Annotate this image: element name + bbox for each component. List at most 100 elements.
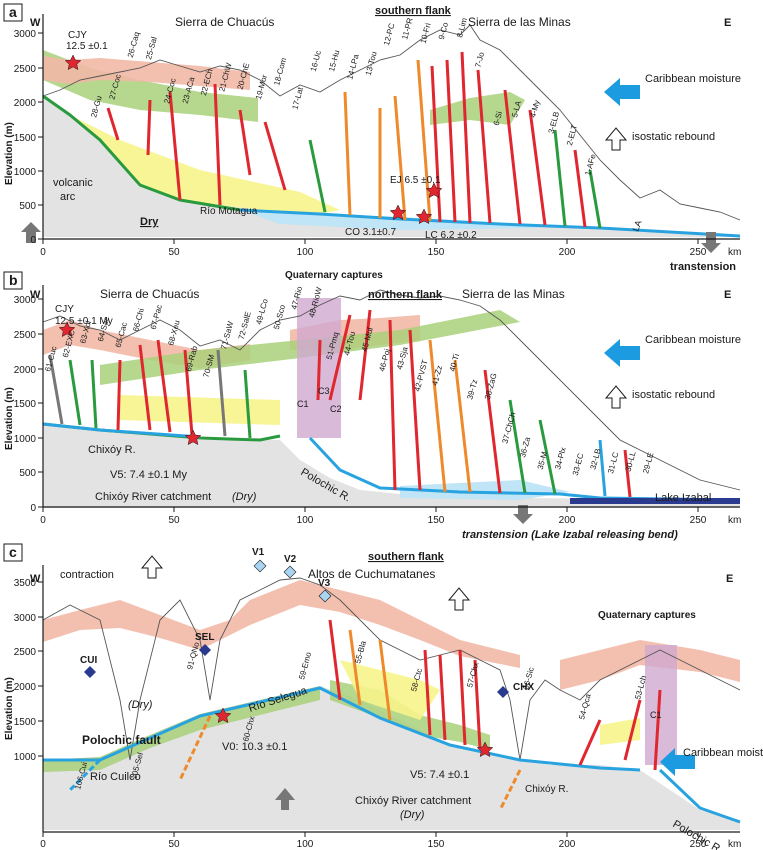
catchment-label: Chixóy River catchment (355, 795, 471, 807)
dry-label: (Dry) (128, 699, 153, 711)
sample-label: 1-AFe (583, 153, 597, 177)
sample-label: 13-Tou (364, 51, 379, 77)
sample-label: 55-Bla (353, 639, 368, 664)
sample-label: 3-ELB (547, 111, 561, 135)
ground-area (43, 424, 740, 508)
sample-label: 16-Uc (309, 50, 323, 73)
east-label: E (724, 289, 731, 301)
date-co: CO 3.1±0.7 (345, 227, 397, 238)
chixoy-river-label: Chixóy R. (525, 784, 568, 795)
star-ej (425, 182, 443, 199)
y-tick-label: 2000 (14, 98, 37, 109)
x-ticks-b (42, 507, 699, 512)
star-v5 (476, 741, 494, 758)
water-area (400, 480, 570, 500)
dry-label: Dry (140, 216, 159, 228)
flank-label: southern flank (368, 551, 445, 563)
transtension-label: transtension (Lake Izabal releasing bend… (462, 529, 678, 541)
green-band-right (430, 92, 525, 125)
y-tick-label: 1000 (14, 434, 37, 445)
date-ej: EJ 6.5 ±0.1 (390, 175, 441, 186)
uplift-arrow (21, 222, 41, 243)
contraction-label: contraction (60, 569, 114, 581)
station-cui-marker (84, 666, 96, 678)
y-tick-label: 3500 (14, 578, 37, 589)
capture-c2: C2 (330, 404, 342, 414)
range-right: Sierra de las Minas (462, 287, 565, 301)
sample-label: 12-PC (382, 22, 397, 46)
station-cui: CUI (80, 655, 97, 666)
catchment-label: Chixóy River catchment (95, 491, 211, 503)
x-tick-label: 0 (40, 839, 46, 850)
ground-area (43, 96, 740, 237)
sample-label: 25-Sal (144, 36, 159, 61)
y-ticks-b (38, 298, 43, 508)
y-ticks-c (38, 581, 43, 757)
moisture-label: Caribbean moisture (683, 747, 763, 759)
topography-line (42, 577, 741, 761)
sample-label: 6-Si (492, 110, 504, 126)
x-tick-label: 250 (690, 247, 707, 258)
x-tick-label: 150 (428, 515, 445, 526)
x-tick-label: 0 (40, 247, 46, 258)
y-tick-label: 3000 (14, 29, 37, 40)
station-chx-marker (497, 686, 509, 698)
uplift-arrow-right (447, 587, 471, 611)
stars-b (58, 321, 202, 446)
sample-label: 9-Co (437, 21, 450, 41)
flank-label: northern flank (368, 289, 443, 301)
y-ticks-a (38, 32, 43, 240)
rebound-label: isostatic rebound (632, 389, 715, 401)
west-label: W (30, 573, 41, 585)
x-tick-label: 100 (297, 515, 314, 526)
station-sel: SEL (195, 632, 214, 643)
x-tick-label: 250 (690, 839, 707, 850)
panel-b: b (3, 270, 741, 541)
sample-label: 54-Qca (577, 692, 593, 720)
x-ticks-a (42, 239, 699, 244)
x-ticks-c (42, 832, 699, 837)
station-sel-marker (199, 644, 211, 656)
x-tick-label: 150 (428, 839, 445, 850)
pink-band (43, 56, 250, 90)
flank-label: southern flank (375, 5, 452, 17)
west-label: W (30, 289, 41, 301)
y-axis-label: Elevation (m) (4, 677, 15, 740)
star-cjy (64, 54, 82, 71)
stars-c (214, 707, 494, 758)
sample-label: 42-PVST (413, 359, 430, 393)
west-label: W (30, 17, 41, 29)
y-tick-label: 2500 (14, 330, 37, 341)
sample-label: 4-My (528, 99, 541, 119)
sample-label: 67-Pac (149, 304, 164, 331)
dry-label: (Dry) (232, 491, 257, 503)
x-unit: km (728, 839, 741, 850)
tributaries-c (68, 619, 662, 811)
volcano-v2-marker (283, 565, 297, 579)
x-tick-label: 50 (168, 247, 180, 258)
volcano-v2: V2 (284, 554, 297, 565)
panel-label: c (9, 544, 17, 560)
sample-label: 19-Mor (254, 73, 269, 100)
x-unit: km (728, 515, 741, 526)
caribbean-moisture-arrow (604, 339, 640, 367)
yellow-band (120, 395, 280, 425)
captures-label: Quaternary captures (285, 270, 383, 281)
sample-label: 71-SaW (219, 320, 235, 351)
sample-label: 33-EC (571, 452, 586, 476)
east-label: E (726, 573, 733, 585)
isostatic-rebound-arrow (604, 127, 628, 151)
sample-label: 66-Chi (131, 307, 146, 332)
star-lc (415, 208, 433, 225)
subsidence-arrow (513, 505, 533, 524)
transtension-label: transtension (670, 261, 736, 273)
y-tick-label: 1000 (14, 167, 37, 178)
dry-label-2: (Dry) (400, 809, 425, 821)
main-river (43, 686, 641, 772)
v0-date: V0: 10.3 ±0.1 (222, 741, 287, 753)
y-tick-label: 1500 (14, 717, 37, 728)
sample-label: 5-LA (510, 99, 523, 118)
panel-a: a (3, 3, 741, 273)
sample-label: 10-Fri (419, 22, 433, 45)
